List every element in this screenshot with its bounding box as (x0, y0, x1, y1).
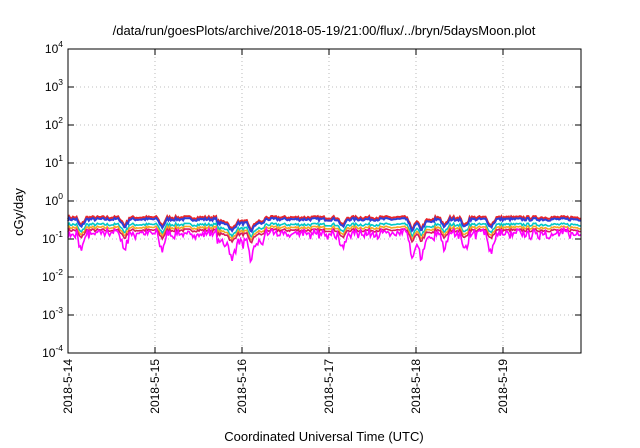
series-line (67, 225, 582, 264)
y-tick-label: 104 (45, 39, 63, 56)
x-tick-label: 2018-5-15 (148, 359, 162, 414)
series-line (67, 215, 581, 234)
series-layer (67, 213, 582, 264)
y-tick-label: 10-1 (42, 229, 63, 246)
x-tick-label: 2018-5-17 (322, 359, 336, 414)
y-tick-label: 10-2 (42, 267, 63, 284)
series-line (67, 224, 581, 242)
x-tick-labels: 2018-5-14 2018-5-15 2018-5-16 2018-5-17 2018… (61, 359, 510, 414)
y-tick-label: 103 (45, 77, 63, 94)
x-tick-label: 2018-5-19 (496, 359, 510, 414)
y-tick-label: 100 (45, 191, 63, 208)
x-tick-label: 2018-5-16 (235, 359, 249, 414)
y-axis-label: cGy/day (11, 188, 26, 236)
series-line (67, 227, 582, 244)
x-axis-label: Coordinated Universal Time (UTC) (224, 429, 423, 444)
y-tick-label: 102 (45, 115, 63, 132)
y-tick-label: 10-4 (42, 343, 63, 360)
x-tick-label: 2018-5-18 (409, 359, 423, 414)
series-line (67, 221, 581, 239)
y-tick-label: 101 (45, 153, 63, 170)
y-tick-labels: 10-4 10-3 10-2 10-1 100 101 102 103 104 (42, 39, 63, 360)
chart-title: /data/run/goesPlots/archive/2018-05-19/2… (113, 23, 536, 38)
ticks (67, 48, 581, 354)
x-tick-label: 2018-5-14 (61, 359, 75, 414)
y-tick-label: 10-3 (42, 305, 63, 322)
grid (68, 49, 581, 353)
